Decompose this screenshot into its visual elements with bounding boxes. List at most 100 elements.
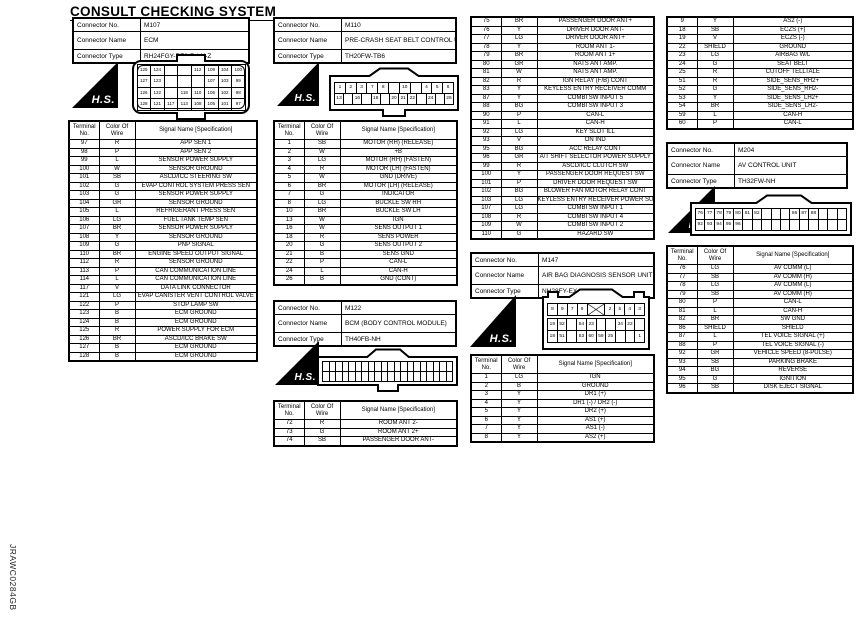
table-cell: 51 [666, 76, 698, 86]
table-cell: Y [500, 93, 538, 103]
table-cell: Y [500, 390, 538, 400]
pin-cell: 123 [151, 76, 165, 88]
pin-cell: 97 [235, 101, 241, 106]
table-row: 1 LG IGN [470, 373, 655, 383]
col-terminal-no: Terminal No. [273, 120, 305, 140]
table-cell: CAN-H [732, 306, 854, 316]
table-row: 95 BG ACC RELAY CONT [470, 144, 655, 154]
table-cell: SENSOR GROUND [134, 198, 258, 208]
table-cell: GROUND [732, 42, 854, 52]
table-cell: SENSOR GROUND [134, 164, 258, 174]
table-cell: GR [500, 153, 538, 163]
connector-info-m204: Connector No. M204 Connector Name AV CON… [666, 142, 848, 189]
table-cell: ENGINE SPEED OUTPUT SIGNAL [134, 249, 258, 259]
table-cell: 80 [666, 298, 698, 308]
table-cell: MOTOR (LH) (RELEASE) [339, 181, 458, 191]
table-cell: SENSOR POWER SUPPLY [134, 156, 258, 166]
table-cell: Y [696, 93, 734, 103]
table-cell: 78 [666, 281, 698, 291]
table-cell: 23 [666, 51, 698, 61]
table-cell: ROOM ANT 1- [536, 42, 655, 52]
table-cell: BG [696, 366, 734, 376]
connector-body: 125 124 112 109 104 100 127 123 107 103 99 126 122 11… [136, 63, 246, 111]
table-cell: Y [500, 424, 538, 434]
table-cell: R [303, 164, 341, 174]
table-cell: G [98, 190, 136, 200]
pin-cell [164, 87, 178, 99]
table-cell: 24 [666, 59, 698, 69]
table-cell: PARKING BRAKE [732, 357, 854, 367]
table-cell: Y [500, 415, 538, 425]
table-cell: 112 [68, 258, 100, 268]
table-cell: SHIELD [732, 323, 854, 333]
table-cell: 101 [68, 173, 100, 183]
table-row: 6 Y AS1 (+) [470, 415, 655, 425]
table-row: 99 L SENSOR POWER SUPPLY [68, 156, 258, 166]
table-row: 81 L CAN-H [666, 306, 854, 316]
table-cell: L [98, 156, 136, 166]
table-row: 9 Y AS2 (-) [666, 16, 854, 27]
table-cell: COMBI SW INPUT 5 [536, 93, 655, 103]
table-cell: 126 [68, 334, 100, 344]
table-cell: 110 [68, 249, 100, 259]
table-cell: BLOWER FAN MOTOR RELAY CONT [536, 187, 655, 197]
table-cell: 103 [470, 195, 502, 205]
table-cell: STOP LAMP SW [134, 300, 258, 310]
table-row: 112 R SENSOR GROUND [68, 258, 258, 268]
table-row: 4 R MOTOR (LH) (FASTEN) [273, 164, 458, 174]
table-cell: AS1 (-) [536, 424, 655, 434]
table-cell: LG [303, 156, 341, 166]
table-cell: 2 [273, 147, 305, 157]
pin-cell: 125 [137, 64, 151, 76]
table-cell: 83 [470, 85, 502, 95]
pin-cell: 102 [218, 87, 232, 99]
table-row: 96 GR A/T SHIFT SELECTOR POWER SUPPLY [470, 153, 655, 163]
table-cell: 4 [273, 164, 305, 174]
pin-row: 18 51 53 60 59 25 1 [547, 330, 646, 343]
table-cell: 8 [470, 432, 502, 443]
pin-cell [836, 218, 847, 231]
table-cell: 78 [470, 42, 502, 52]
table-cell: 81 [666, 306, 698, 316]
table-cell: 94 [666, 366, 698, 376]
table-cell: B [98, 351, 136, 362]
table-cell: B [98, 309, 136, 319]
connector-tab-icon [382, 109, 406, 117]
table-cell: APP SEN 1 [134, 139, 258, 149]
table-cell: P [98, 300, 136, 310]
table-cell: Y [500, 85, 538, 95]
table-row: 77 LG DRIVER DOOR ANT+ [470, 34, 655, 44]
connector-tab-icon [754, 194, 814, 205]
table-row: 101 SB ASCD/ICC STEERING SW [68, 173, 258, 183]
table-cell: SENSOR POWER SUPPLY [134, 190, 258, 200]
col-terminal-no: Terminal No. [68, 120, 100, 140]
table-row: 72 R ROOM ANT 2- [273, 419, 458, 429]
table-row: 13 W IGN [273, 215, 458, 225]
table-row: 102 G EVAP CONTROL SYSTEM PRESS SEN [68, 181, 258, 191]
col-terminal-no: Terminal No. [666, 245, 698, 265]
pin-row: 13 16 18 20 21 22 24 26 [334, 92, 455, 105]
pin-cell: 99 [232, 76, 245, 88]
connector-type-label: Connector Type [72, 49, 141, 64]
table-row: 122 P STOP LAMP SW [68, 300, 258, 310]
table-cell: 99 [470, 161, 502, 171]
pin-cell: 98 [232, 88, 245, 99]
table-cell: 101 [470, 178, 502, 188]
table-row: 3 LG MOTOR (RH) (FASTEN) [273, 156, 458, 166]
table-cell: P [500, 178, 538, 188]
table-cell: 128 [68, 351, 100, 362]
pin-cell: 100 [232, 65, 245, 76]
table-cell: 10 [273, 207, 305, 217]
table-cell: CAN-L [536, 110, 655, 120]
table-cell: 26 [273, 275, 305, 285]
table-cell: P [98, 147, 136, 157]
col-signal-name: Signal Name [Specification] [339, 120, 458, 140]
pin-cell: 26 [443, 92, 455, 105]
table-cell: 81 [470, 68, 502, 78]
table-row: 87 Y COMBI SW INPUT 5 [470, 93, 655, 103]
table-row: 18 R SENS POWER [273, 232, 458, 242]
connector-no-label: Connector No. [273, 300, 342, 315]
table-cell: R [303, 232, 341, 242]
hs-label: H.S. [294, 372, 316, 383]
table-cell: Y [500, 42, 538, 52]
